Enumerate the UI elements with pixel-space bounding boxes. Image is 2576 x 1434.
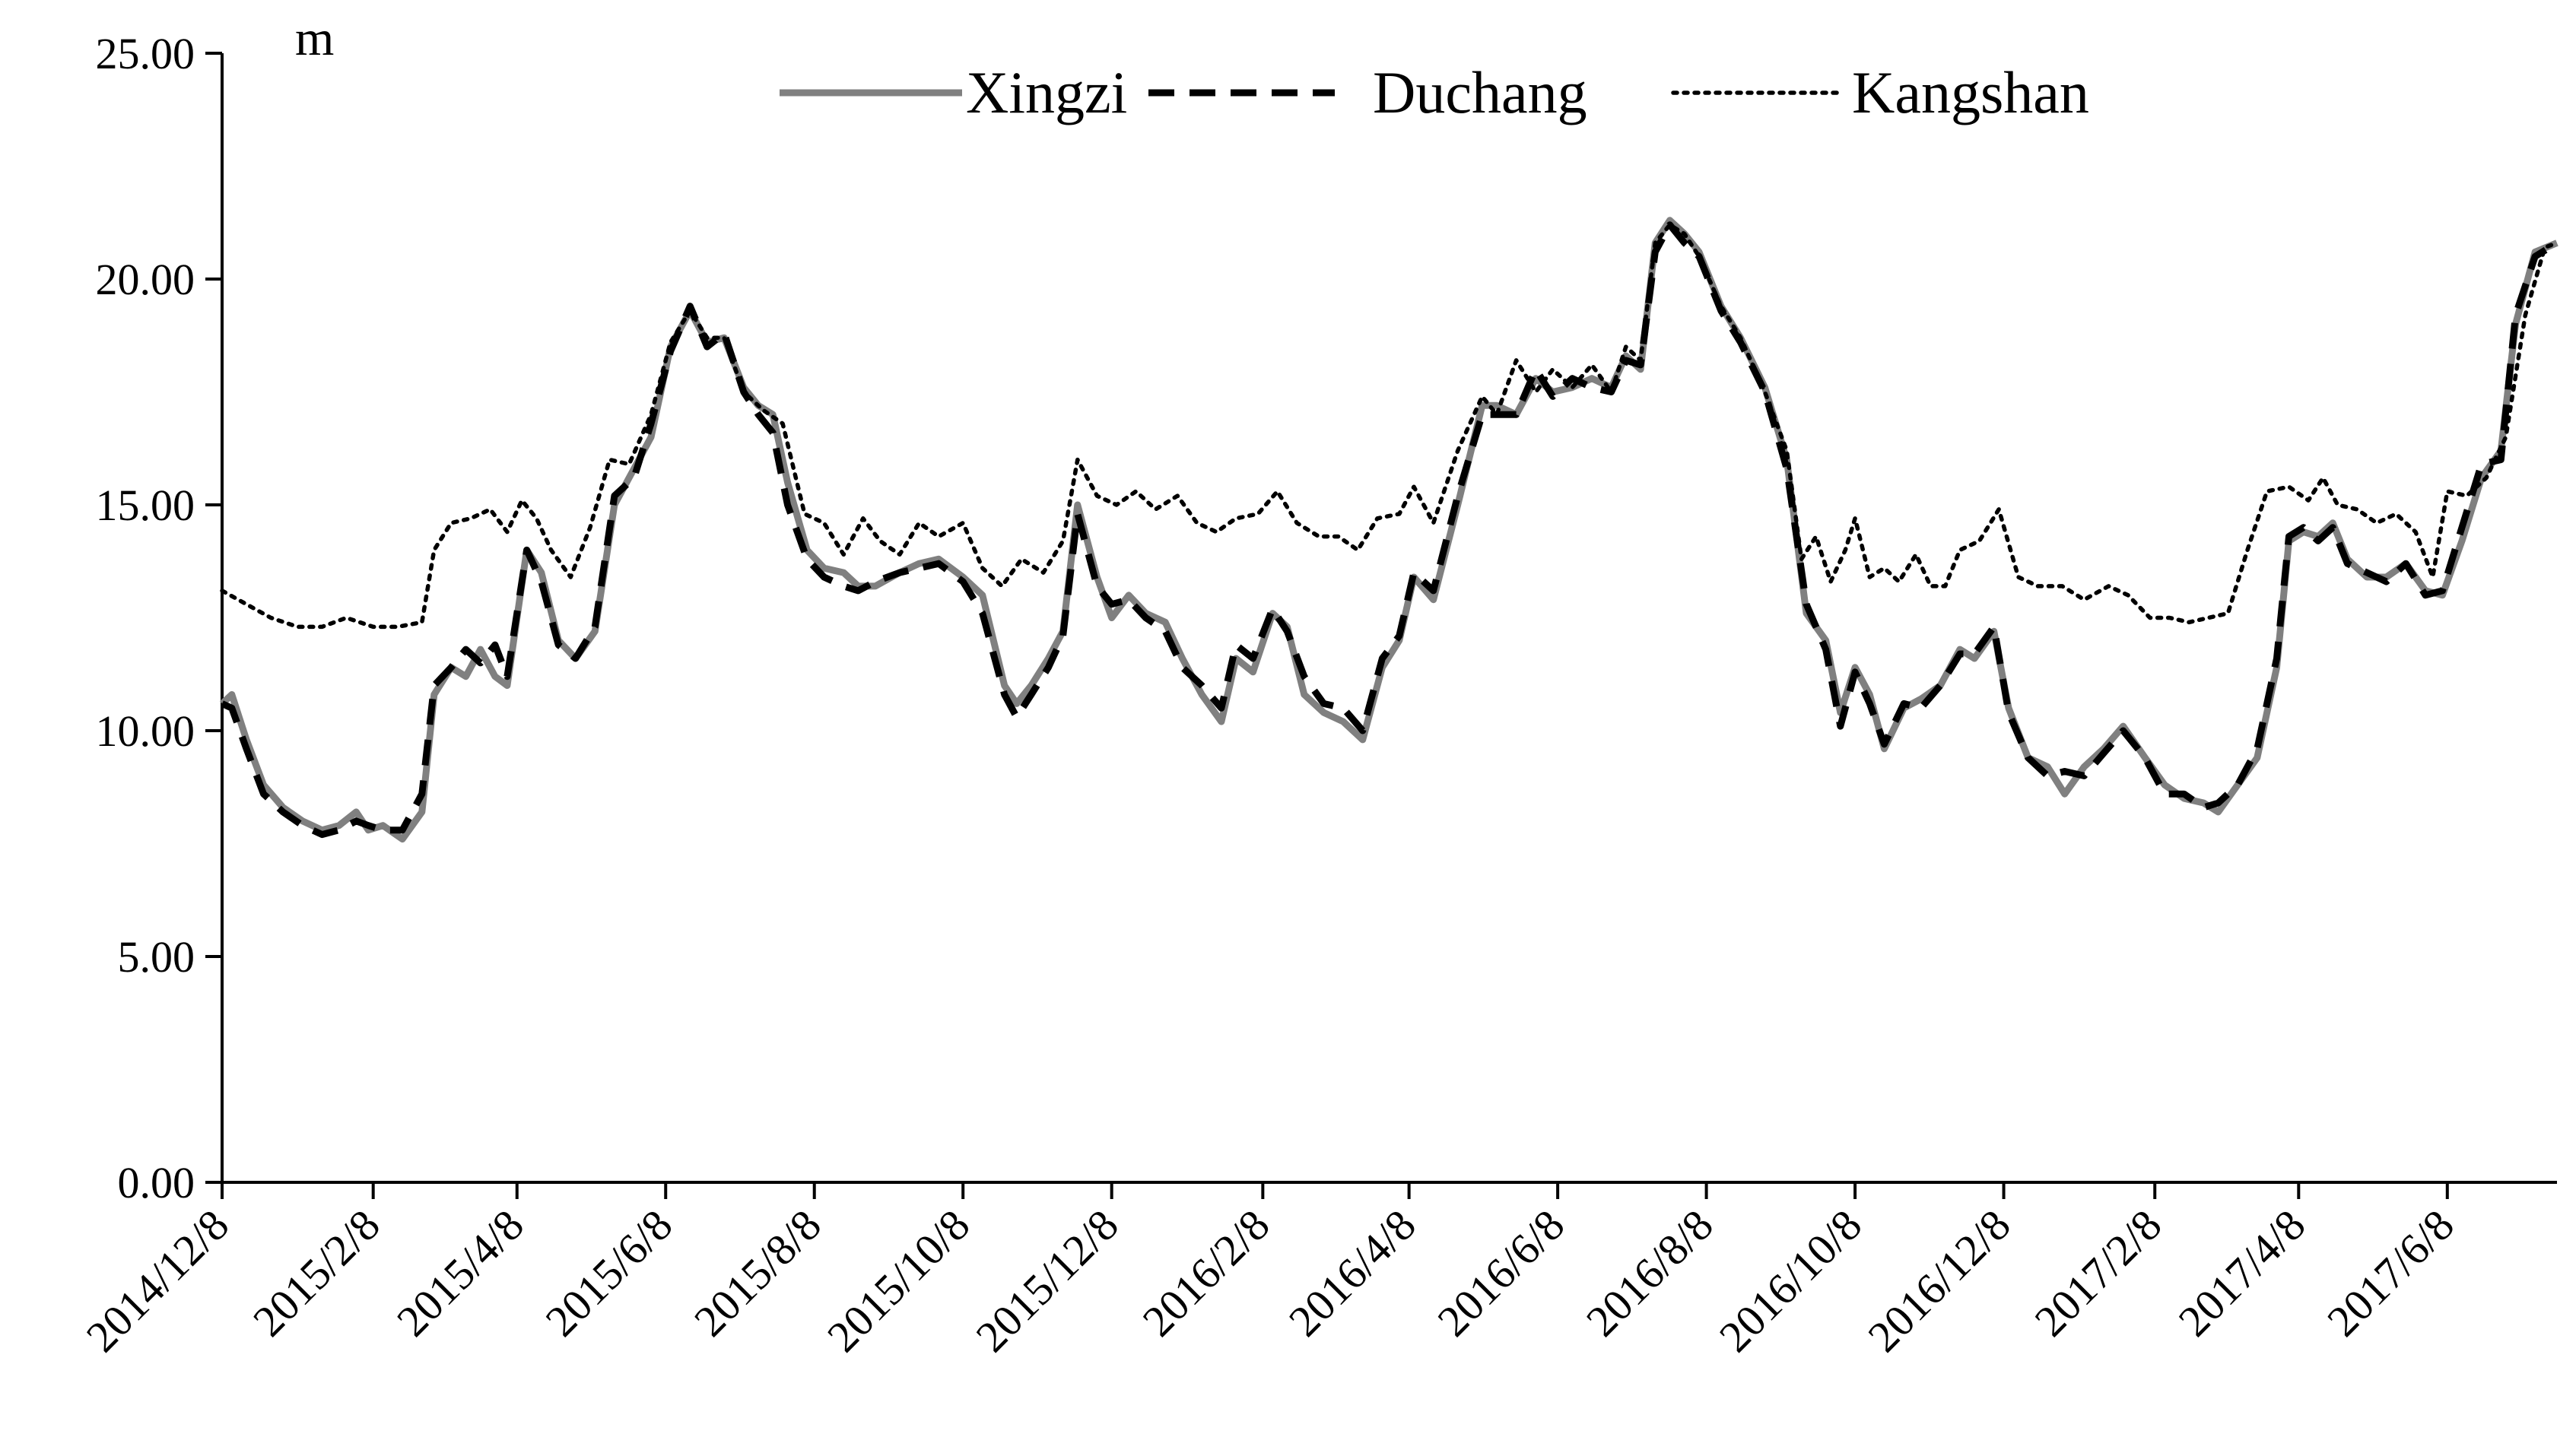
y-tick-label: 0.00: [118, 1158, 195, 1207]
series-line-xingzi: [219, 217, 2559, 843]
y-tick-label: 15.00: [96, 481, 195, 530]
legend-label-kangshan: Kangshan: [1852, 59, 2089, 125]
legend-label-xingzi: Xingzi: [966, 59, 1127, 125]
x-tick-label: 2016/12/8: [1858, 1200, 2019, 1361]
series-line-kangshan: [220, 222, 2559, 630]
x-tick-label: 2016/6/8: [1428, 1200, 1574, 1346]
y-tick-label: 25.00: [96, 29, 195, 78]
x-tick-label: 2016/8/8: [1577, 1200, 1723, 1346]
x-tick-label: 2016/2/8: [1133, 1200, 1279, 1346]
x-tick-label: 2017/2/8: [2025, 1200, 2171, 1346]
x-tick-label: 2015/10/8: [818, 1200, 979, 1361]
series-line-duchang: [221, 221, 2559, 839]
y-tick-label: 10.00: [96, 706, 195, 756]
x-tick-label: 2014/12/8: [77, 1200, 238, 1361]
x-tick-label: 2016/10/8: [1710, 1200, 1871, 1361]
x-tick-label: 2015/8/8: [684, 1200, 831, 1346]
legend-label-duchang: Duchang: [1373, 59, 1587, 125]
series-layer: [219, 217, 2559, 843]
y-unit-label: m: [295, 11, 334, 66]
y-tick-label: 20.00: [96, 255, 195, 304]
x-tick-label: 2016/4/8: [1279, 1200, 1425, 1346]
legend: Xingzi Duchang Kangshan: [780, 59, 2089, 125]
y-tick-label: 5.00: [118, 932, 195, 982]
x-tick-label: 2017/6/8: [2317, 1200, 2463, 1346]
x-tick-label: 2015/4/8: [387, 1200, 533, 1346]
x-tick-label: 2017/4/8: [2169, 1200, 2315, 1346]
x-tick-label: 2015/6/8: [536, 1200, 682, 1346]
x-tick-label: 2015/2/8: [243, 1200, 389, 1346]
x-tick-label: 2015/12/8: [967, 1200, 1128, 1361]
